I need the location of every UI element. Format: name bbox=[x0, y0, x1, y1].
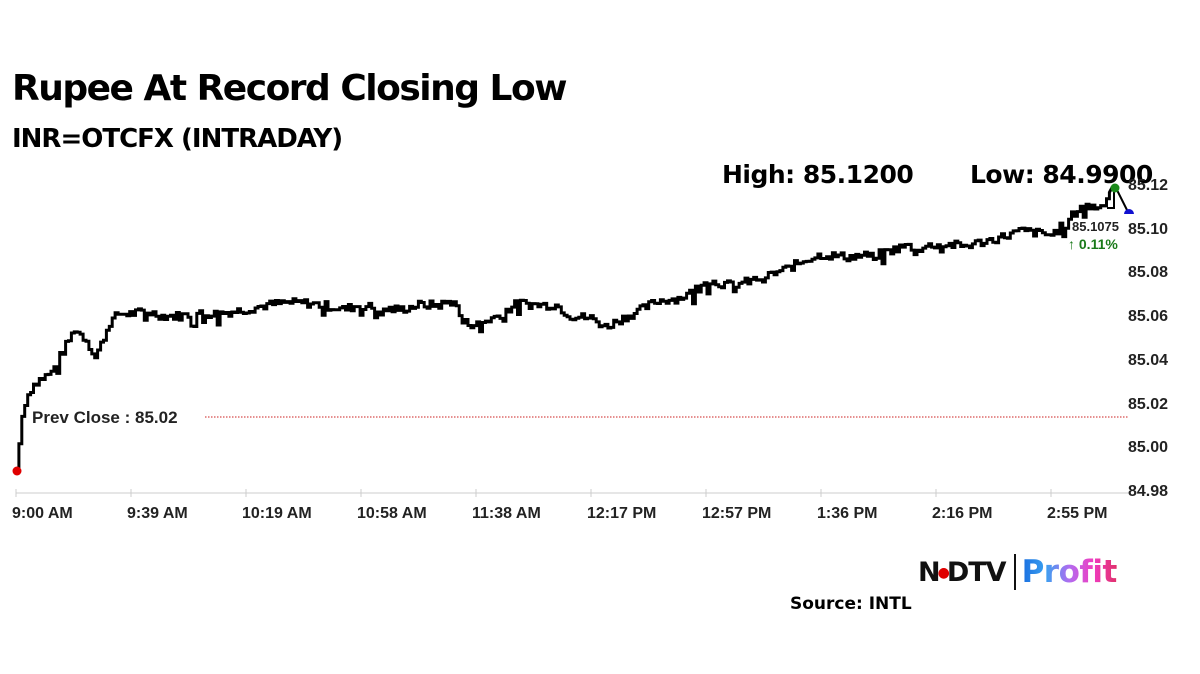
open-marker bbox=[12, 466, 22, 476]
x-tick-label: 1:36 PM bbox=[817, 505, 878, 522]
ndtv-wordmark: N●DTV bbox=[918, 556, 1007, 588]
y-tick-label: 85.12 bbox=[1128, 177, 1169, 194]
ndtv-profit-logo: N●DTV Profit bbox=[918, 552, 1117, 592]
logo-divider bbox=[1013, 554, 1016, 590]
x-tick-label: 2:16 PM bbox=[932, 505, 993, 522]
high-value: High: 85.1200 bbox=[722, 160, 914, 189]
x-tick-label: 2:55 PM bbox=[1047, 505, 1108, 522]
y-tick-label: 85.08 bbox=[1128, 264, 1169, 282]
x-tick-label: 9:00 AM bbox=[12, 505, 73, 522]
last-price-label: 85.1075 bbox=[1072, 219, 1119, 234]
price-line bbox=[16, 186, 1114, 473]
y-tick-label: 85.10 bbox=[1128, 220, 1169, 238]
chart-title: Rupee At Record Closing Low bbox=[12, 68, 567, 109]
y-tick-label: 85.02 bbox=[1128, 395, 1169, 413]
last-marker bbox=[1124, 209, 1134, 214]
y-tick-label: 84.98 bbox=[1128, 482, 1169, 500]
y-tick-label: 85.00 bbox=[1128, 439, 1169, 457]
x-tick-label: 12:17 PM bbox=[587, 505, 657, 522]
source-label: Source: INTL bbox=[790, 594, 912, 614]
x-tick-label: 10:19 AM bbox=[242, 505, 312, 522]
change-percent: ↑ 0.11% bbox=[1068, 236, 1118, 252]
x-tick-marks bbox=[15, 489, 1052, 497]
prev-close-label: Prev Close : 85.02 bbox=[32, 408, 178, 427]
y-tick-label: 85.04 bbox=[1128, 351, 1169, 369]
red-dot-icon: ● bbox=[937, 565, 950, 581]
profit-wordmark: Profit bbox=[1021, 554, 1118, 590]
x-tick-label: 12:57 PM bbox=[702, 505, 772, 522]
low-value: Low: 84.9900 bbox=[970, 160, 1153, 189]
y-tick-label: 85.06 bbox=[1128, 308, 1169, 326]
x-tick-label: 11:38 AM bbox=[472, 505, 541, 522]
x-tick-label: 9:39 AM bbox=[127, 505, 188, 522]
high-marker bbox=[1110, 183, 1120, 193]
x-tick-label: 10:58 AM bbox=[357, 505, 427, 522]
chart-subtitle: INR=OTCFX (INTRADAY) bbox=[12, 124, 343, 154]
